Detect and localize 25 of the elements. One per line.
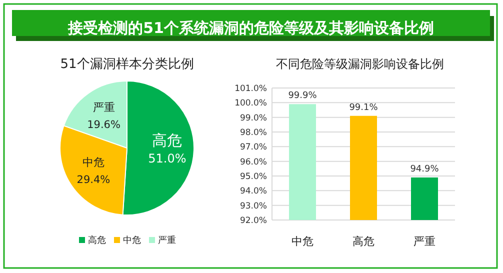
chart-title: 不同危险等级漏洞影响设备比例 [276,57,444,71]
x-tick-label: 高危 [352,235,374,248]
x-tick-label: 中危 [292,235,314,248]
y-tick-label: 94.0% [240,186,267,197]
data-label: 99.1% [349,102,378,113]
y-tick-label: 99.0% [240,113,267,124]
slice-label: 中危 [82,156,104,170]
y-tick-label: 96.0% [240,157,267,168]
slice-label: 高危 [152,131,182,150]
data-label: 19.6% [87,119,120,132]
y-tick-label: 100.0% [234,98,267,109]
y-tick-label: 98.0% [240,128,267,138]
data-label: 99.9% [288,91,318,102]
y-tick-label: 92.0% [240,216,267,226]
data-label: 51.0% [148,151,186,166]
data-label: 94.9% [410,164,440,174]
text: 接受检测的51个系统漏洞的危险等级及其影响设备比例 [67,19,434,38]
y-tick-label: 93.0% [240,201,267,212]
slice-label: 严重 [92,101,115,114]
y-tick-label: 101.0% [234,84,267,94]
data-label: 29.4% [76,174,110,186]
y-tick-label: 97.0% [240,142,267,153]
y-tick-label: 95.0% [240,172,267,182]
x-tick-label: 严重 [414,235,436,248]
chart-title: 51个漏洞样本分类比例 [60,57,194,72]
